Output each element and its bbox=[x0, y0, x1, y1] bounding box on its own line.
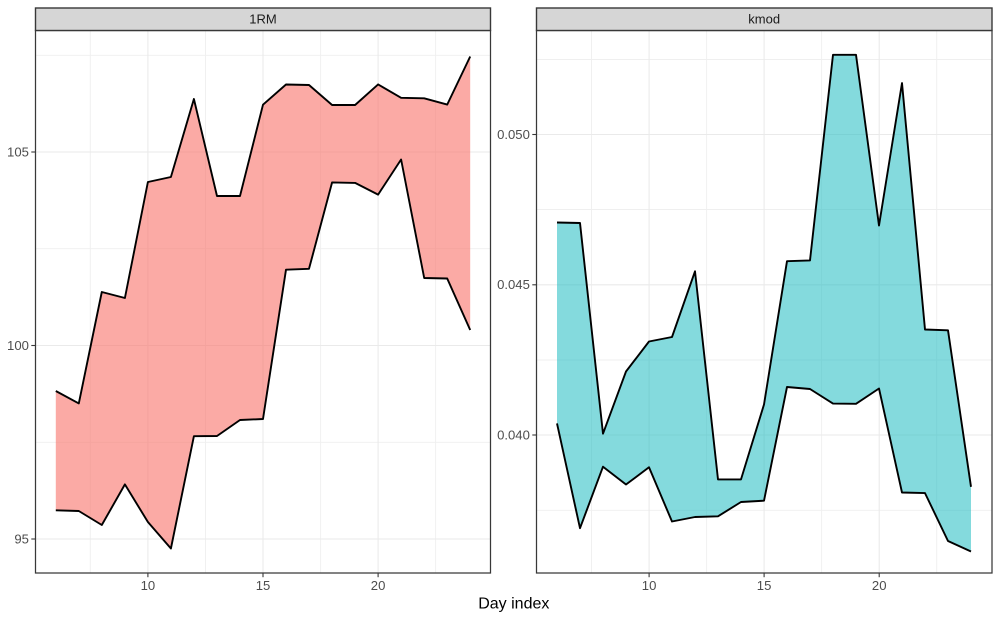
svg-text:0.045: 0.045 bbox=[497, 277, 530, 292]
svg-text:15: 15 bbox=[256, 578, 271, 593]
svg-text:15: 15 bbox=[757, 578, 772, 593]
svg-text:105: 105 bbox=[7, 144, 29, 159]
svg-text:95: 95 bbox=[14, 531, 29, 546]
svg-text:kmod: kmod bbox=[748, 12, 780, 27]
svg-text:10: 10 bbox=[141, 578, 156, 593]
svg-text:0.040: 0.040 bbox=[497, 427, 530, 442]
svg-text:100: 100 bbox=[7, 338, 29, 353]
svg-text:20: 20 bbox=[872, 578, 887, 593]
svg-text:Day index: Day index bbox=[478, 596, 549, 613]
svg-text:20: 20 bbox=[371, 578, 386, 593]
svg-text:1RM: 1RM bbox=[249, 12, 276, 27]
svg-text:0.050: 0.050 bbox=[497, 127, 530, 142]
svg-text:10: 10 bbox=[642, 578, 657, 593]
